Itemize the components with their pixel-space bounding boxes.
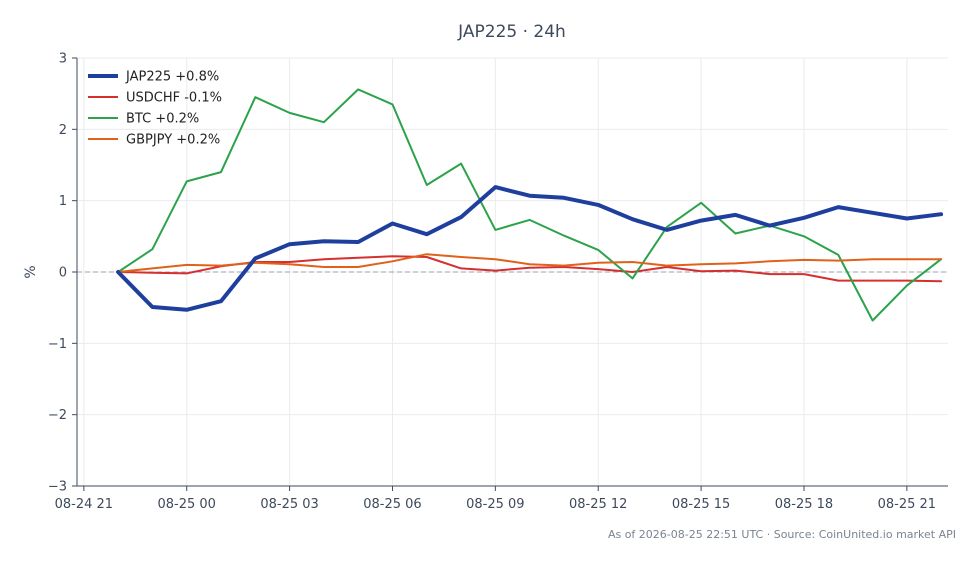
chart-title: JAP225 · 24h (457, 22, 566, 42)
x-tick-label: 08-25 18 (775, 497, 833, 512)
legend-entry: GBPJPY +0.2% (126, 133, 220, 148)
series-line-0 (116, 185, 944, 312)
legend-entry: BTC +0.2% (126, 112, 199, 127)
x-tick-label: 08-25 09 (466, 497, 524, 512)
x-tick-label: 08-25 12 (569, 497, 627, 512)
y-tick-label: 2 (59, 123, 67, 138)
legend: JAP225 +0.8% USDCHF -0.1% BTC +0.2% GBPJPY … (88, 70, 222, 148)
x-tick-label: 08-25 15 (672, 497, 730, 512)
y-axis-label: % (23, 265, 39, 278)
x-ticks: 08-24 21 08-25 00 08-25 03 08-25 06 08-25 09… (55, 486, 936, 512)
series-lines (116, 88, 944, 322)
y-tick-label: −1 (48, 337, 67, 352)
y-ticks: 3 2 1 0 −1 −2 −3 (48, 52, 77, 495)
source-annotation: As of 2026-08-25 22:51 UTC · Source: Coi… (608, 528, 956, 541)
series-line-3 (117, 253, 943, 273)
x-tick-label: 08-25 00 (158, 497, 216, 512)
y-tick-label: −2 (48, 408, 67, 423)
series-line-2 (117, 88, 943, 322)
legend-entry: USDCHF -0.1% (126, 91, 222, 106)
legend-entry: JAP225 +0.8% (125, 70, 219, 85)
x-tick-label: 08-25 06 (363, 497, 421, 512)
x-tick-label: 08-25 21 (878, 497, 936, 512)
x-tick-label: 08-25 03 (260, 497, 318, 512)
y-tick-label: 0 (59, 266, 67, 281)
y-tick-label: −3 (48, 480, 67, 495)
y-tick-label: 1 (59, 194, 67, 209)
y-tick-label: 3 (59, 52, 67, 67)
x-tick-label: 08-24 21 (55, 497, 113, 512)
